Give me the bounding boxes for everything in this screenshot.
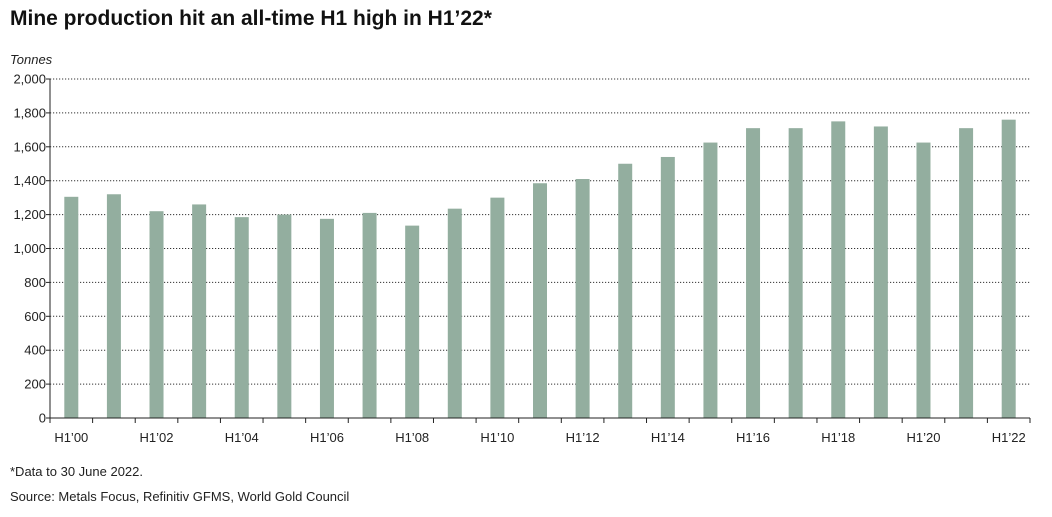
bar	[319, 218, 334, 418]
bar	[618, 163, 633, 418]
x-tick-label: H1’16	[736, 430, 770, 445]
y-axis-label: Tonnes	[10, 52, 53, 67]
x-tick-label: H1’02	[140, 430, 174, 445]
bar	[149, 211, 164, 418]
x-tick-label: H1’22	[992, 430, 1026, 445]
bar	[873, 126, 888, 419]
bar	[746, 128, 761, 418]
y-tick-label: 1,400	[13, 173, 46, 188]
bars	[64, 119, 1016, 419]
x-tick-label: H1’08	[395, 430, 429, 445]
y-tick-label: 0	[39, 411, 46, 426]
axes	[46, 78, 1031, 423]
bar	[788, 128, 803, 418]
y-tick-label: 1,200	[13, 207, 46, 222]
bar	[106, 194, 121, 418]
x-tick-label: H1’06	[310, 430, 344, 445]
bar	[959, 128, 974, 418]
bar	[703, 142, 718, 418]
bar	[916, 142, 931, 418]
y-tick-label: 1,800	[13, 105, 46, 120]
y-tick-label: 1,000	[13, 241, 46, 256]
x-tick-labels: H1’00 H1’02 H1’04 H1’06 H1’08 H1’10 H1’12 H1’14…	[54, 430, 1025, 445]
x-tick-label: H1’12	[566, 430, 600, 445]
bar	[575, 179, 590, 418]
y-tick-label: 400	[24, 343, 46, 358]
x-tick-label: H1’04	[225, 430, 259, 445]
bar	[405, 225, 420, 418]
bar	[64, 196, 79, 418]
bar	[490, 197, 505, 418]
x-tick-label: H1’20	[906, 430, 940, 445]
bar	[192, 204, 207, 418]
chart-title: Mine production hit an all-time H1 high …	[10, 7, 492, 30]
bar	[447, 208, 462, 418]
bar	[277, 214, 292, 418]
x-tick-label: H1’14	[651, 430, 685, 445]
bar	[1001, 119, 1016, 419]
bar	[831, 121, 846, 418]
x-tick-label: H1’10	[480, 430, 514, 445]
bar	[660, 156, 675, 418]
y-tick-labels: 0 200 400 600 800 1,000 1,200 1,400 1,600 1,800 2,…	[13, 72, 46, 426]
source-note: Source: Metals Focus, Refinitiv GFMS, Wo…	[10, 489, 350, 504]
bar	[362, 212, 377, 418]
y-tick-label: 800	[24, 275, 46, 290]
bar	[234, 217, 249, 418]
x-tick-label: H1’00	[54, 430, 88, 445]
y-tick-label: 1,600	[13, 139, 46, 154]
y-tick-label: 600	[24, 309, 46, 324]
y-tick-label: 200	[24, 377, 46, 392]
y-tick-label: 2,000	[13, 72, 46, 87]
x-tick-label: H1’18	[821, 430, 855, 445]
bar	[533, 183, 547, 418]
footnote: *Data to 30 June 2022.	[10, 464, 143, 479]
